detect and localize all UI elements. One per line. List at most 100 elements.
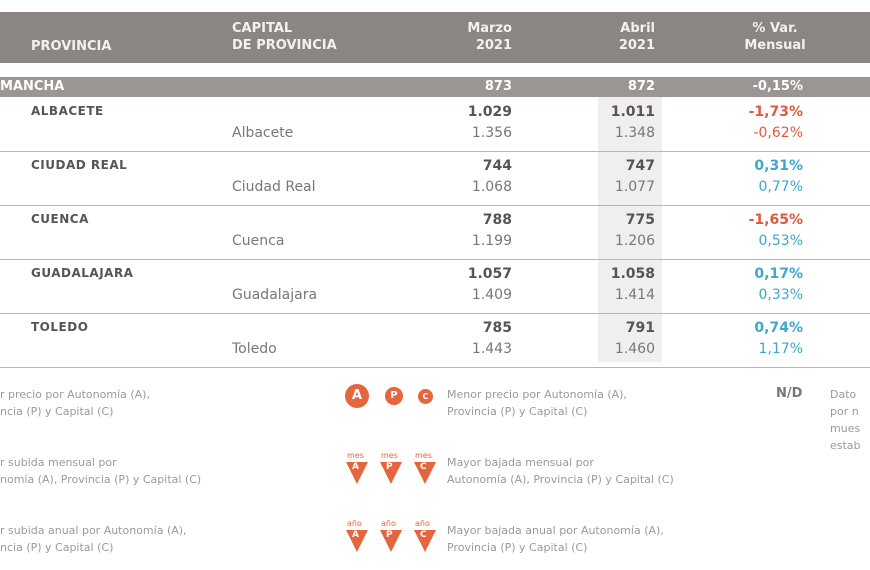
min-price-badge-icon: P: [385, 387, 403, 405]
row-divider: [0, 151, 870, 152]
col-provincia: PROVINCIA: [31, 39, 112, 54]
row-divider: [0, 313, 870, 314]
icon-caption: mes: [415, 451, 432, 460]
province-name: TOLEDO: [31, 320, 89, 334]
legend-text: r subida anual por Autonomía (A),: [0, 524, 187, 537]
legend-text: Mayor bajada mensual por: [447, 456, 594, 469]
marzo-provincia: 744: [482, 158, 512, 174]
icon-letter: A: [352, 462, 359, 472]
region-row: MANCHA 873 872 -0,15%: [0, 77, 870, 97]
province-name: CIUDAD REAL: [31, 158, 128, 172]
col-capital-l1: CAPITAL: [232, 21, 293, 36]
marzo-capital: 1.068: [471, 179, 512, 195]
legend-text: Provincia (P) y Capital (C): [447, 405, 588, 418]
abril-capital: 1.460: [614, 341, 655, 357]
var-capital: -0,62%: [753, 125, 803, 141]
icon-caption: mes: [381, 451, 398, 460]
legend-text: Provincia (P) y Capital (C): [447, 541, 588, 554]
region-abril: 872: [627, 79, 655, 94]
var-provincia: 0,74%: [754, 320, 803, 336]
icon-caption: mes: [347, 451, 364, 460]
legend-text: ncia (P) y Capital (C): [0, 405, 114, 418]
col-abril: Abril 2021: [619, 20, 655, 54]
abril-provincia: 1.058: [610, 266, 655, 282]
abril-capital: 1.206: [614, 233, 655, 249]
region-var: -0,15%: [752, 79, 804, 94]
abril-provincia: 747: [625, 158, 655, 174]
abril-capital: 1.414: [614, 287, 655, 303]
legend-left-2: r subida anual por Autonomía (A), ncia (P…: [0, 522, 187, 556]
row-divider: [0, 259, 870, 260]
abril-capital: 1.077: [614, 179, 655, 195]
region-name: MANCHA: [0, 79, 65, 94]
capital-name: Guadalajara: [232, 287, 318, 303]
legend-text: por n: [830, 405, 859, 418]
legend-middle-0: Menor precio por Autonomía (A), Provincia…: [447, 386, 627, 420]
col-abril-l1: Abril: [620, 21, 655, 36]
province-name: CUENCA: [31, 212, 89, 226]
col-capital-l2: DE PROVINCIA: [232, 38, 337, 53]
monthly-drop-icon: mes P: [380, 451, 402, 484]
region-marzo: 873: [484, 79, 512, 94]
marzo-capital: 1.409: [471, 287, 512, 303]
legend-middle-1: Mayor bajada mensual por Autonomía (A), P…: [447, 454, 674, 488]
capital-name: Toledo: [232, 341, 277, 357]
min-price-badge-icon: C: [418, 388, 433, 404]
abril-provincia: 775: [625, 212, 655, 228]
legend-text: nomía (A), Provincia (P) y Capital (C): [0, 473, 202, 486]
legend-text: Menor precio por Autonomía (A),: [447, 388, 627, 401]
icon-caption: año: [415, 519, 430, 528]
var-capital: 1,17%: [758, 341, 803, 357]
col-var-l1: % Var.: [752, 21, 798, 36]
marzo-provincia: 788: [482, 212, 512, 228]
legend-text: r subida mensual por: [0, 456, 117, 469]
col-abril-l2: 2021: [618, 38, 655, 53]
row-divider: [0, 205, 870, 206]
icon-letter: C: [420, 462, 427, 472]
var-provincia: 0,17%: [754, 266, 803, 282]
col-marzo-l1: Marzo: [467, 21, 512, 36]
table-row: TOLEDO Toledo 785 791 0,74% 1.443 1.460 …: [0, 314, 870, 368]
table-row: CIUDAD REAL Ciudad Real 744 747 0,31% 1.…: [0, 152, 870, 206]
annual-drop-icon: año P: [380, 519, 402, 552]
legend-text: mues: [830, 422, 861, 435]
nd-label: N/D: [776, 386, 803, 401]
min-price-badge-icon: A: [345, 384, 369, 408]
legend-text: estab: [830, 439, 861, 452]
icon-letter: P: [386, 530, 393, 540]
annual-drop-icon: año C: [414, 519, 436, 552]
var-capital: 0,53%: [758, 233, 803, 249]
icon-letter: P: [386, 462, 393, 472]
marzo-capital: 1.356: [471, 125, 512, 141]
legend-text: r precio por Autonomía (A),: [0, 388, 150, 401]
legend-text: Autonomía (A), Provincia (P) y Capital (…: [447, 473, 674, 486]
legend-text: ncia (P) y Capital (C): [0, 541, 114, 554]
province-name: ALBACETE: [31, 104, 104, 118]
legend-text: Mayor bajada anual por Autonomía (A),: [447, 524, 664, 537]
capital-name: Ciudad Real: [232, 179, 316, 195]
legend-left-1: r subida mensual por nomía (A), Provincia…: [0, 454, 201, 488]
col-var-l2: Mensual: [744, 38, 806, 53]
var-provincia: -1,73%: [748, 104, 803, 120]
marzo-provincia: 1.029: [467, 104, 512, 120]
marzo-provincia: 785: [482, 320, 512, 336]
capital-name: Albacete: [232, 125, 294, 141]
abril-column-shade: [598, 97, 662, 362]
legend-text: Dato: [830, 388, 857, 401]
marzo-provincia: 1.057: [467, 266, 512, 282]
abril-capital: 1.348: [614, 125, 655, 141]
col-capital: CAPITAL DE PROVINCIA: [232, 20, 337, 54]
table-header: PROVINCIA CAPITAL DE PROVINCIA Marzo 2021 …: [0, 12, 870, 63]
icon-letter: C: [420, 530, 427, 540]
capital-name: Cuenca: [232, 233, 285, 249]
icon-caption: año: [381, 519, 396, 528]
legend-middle-2: Mayor bajada anual por Autonomía (A), Pro…: [447, 522, 664, 556]
annual-drop-icon: año A: [346, 519, 368, 552]
table-row: CUENCA Cuenca 788 775 -1,65% 1.199 1.206…: [0, 206, 870, 260]
table-row: GUADALAJARA Guadalajara 1.057 1.058 0,17…: [0, 260, 870, 314]
icon-letter: A: [352, 530, 359, 540]
province-name: GUADALAJARA: [31, 266, 134, 280]
var-provincia: -1,65%: [748, 212, 803, 228]
abril-provincia: 1.011: [610, 104, 655, 120]
marzo-capital: 1.443: [471, 341, 512, 357]
